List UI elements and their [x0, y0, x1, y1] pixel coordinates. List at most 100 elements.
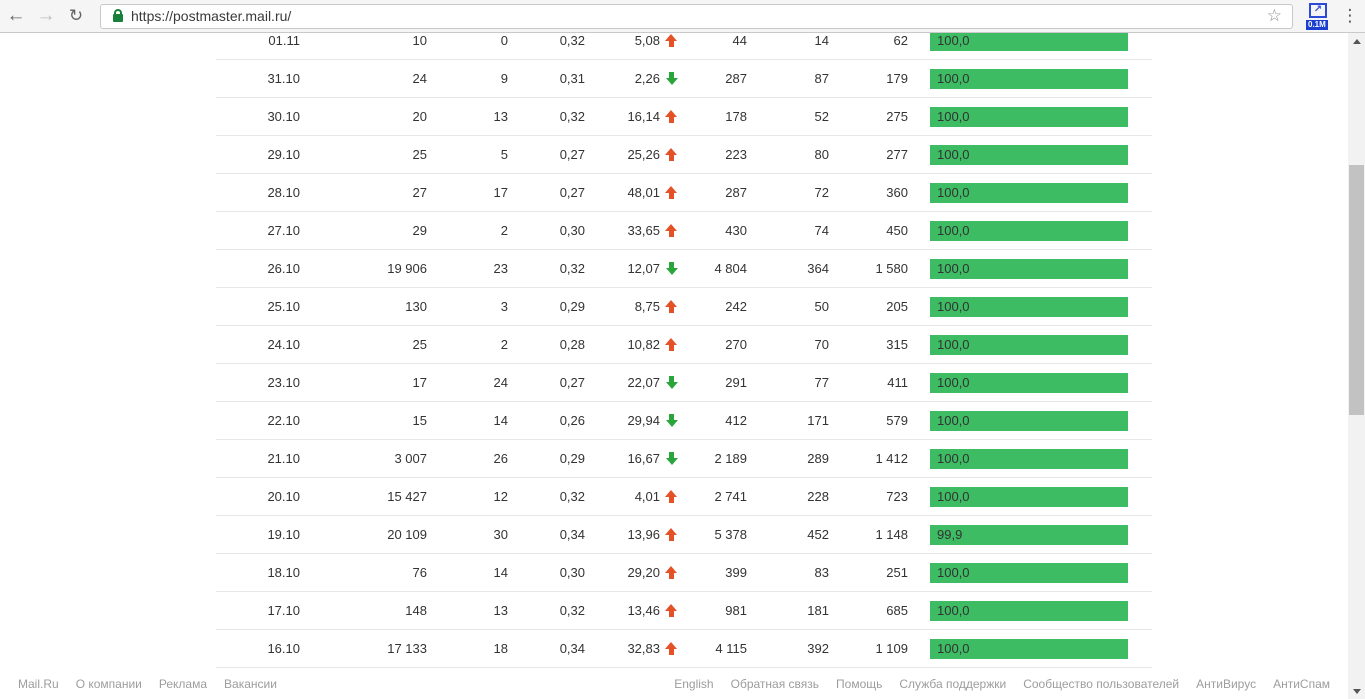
footer-link[interactable]: Mail.Ru: [18, 677, 59, 691]
delivery-bar: 100,0: [930, 372, 1128, 393]
cell-value: 23: [427, 249, 508, 288]
footer-link[interactable]: Реклама: [158, 677, 208, 691]
bookmark-star-icon[interactable]: ☆: [1266, 6, 1282, 25]
cell-delivery-bar: 100,0: [908, 33, 1152, 60]
cell-date: 19.10: [216, 515, 300, 554]
footer-left-links: Mail.Ru О компании Реклама Вакансии: [18, 677, 277, 691]
trend-up-icon: [665, 224, 678, 237]
cell-value: 77: [747, 363, 829, 402]
scrollbar-down-icon[interactable]: [1348, 683, 1365, 699]
cell-value: 25: [300, 325, 427, 364]
cell-value: 0,30: [508, 211, 585, 250]
cell-value: 289: [747, 439, 829, 478]
cell-value: 17: [427, 173, 508, 212]
footer-link[interactable]: АнтиВирус: [1196, 677, 1257, 691]
url-bar[interactable]: https://postmaster.mail.ru/ ☆: [100, 3, 1293, 29]
footer-link[interactable]: АнтиСпам: [1273, 677, 1330, 691]
cell-value: 452: [747, 515, 829, 554]
delivery-bar: 100,0: [930, 68, 1128, 89]
cell-value: 275: [829, 97, 908, 136]
back-icon[interactable]: ←: [6, 5, 26, 26]
scrollbar-thumb[interactable]: [1349, 165, 1364, 415]
trend-down-icon: [665, 452, 678, 465]
trend-up-icon: [665, 604, 678, 617]
table-row: 20.10 15 427 12 0,32 4,01 2 741 228 723 100,0: [216, 477, 1152, 516]
cell-trend: 10,82: [585, 325, 678, 364]
delivery-bar-track: 100,0: [930, 638, 1128, 659]
cell-trend: 13,96: [585, 515, 678, 554]
extension-badge: 0.1M: [1306, 20, 1328, 30]
cell-delivery-bar: 100,0: [908, 97, 1152, 136]
url-text: https://postmaster.mail.ru/: [131, 8, 292, 24]
footer-link[interactable]: Сообщество пользователей: [1023, 677, 1180, 691]
cell-trend: 48,01: [585, 173, 678, 212]
delivery-bar-track: 100,0: [930, 334, 1128, 355]
delivery-bar-track: 100,0: [930, 220, 1128, 241]
scrollbar-up-icon[interactable]: [1348, 33, 1365, 49]
cell-trend: 16,67: [585, 439, 678, 478]
cell-trend: 4,01: [585, 477, 678, 516]
delivery-bar-track: 100,0: [930, 448, 1128, 469]
delivery-bar-track: 99,9: [930, 524, 1128, 545]
cell-date: 01.11: [216, 33, 300, 60]
cell-trend: 16,14: [585, 97, 678, 136]
footer-link[interactable]: Вакансии: [224, 677, 277, 691]
cell-value: 171: [747, 401, 829, 440]
delivery-bar: 100,0: [930, 486, 1128, 507]
cell-value: 15: [300, 401, 427, 440]
footer-link[interactable]: О компании: [75, 677, 142, 691]
cell-value: 2 189: [678, 439, 747, 478]
forward-icon[interactable]: →: [36, 5, 56, 26]
scrollbar[interactable]: [1348, 33, 1365, 699]
cell-value: 9: [427, 59, 508, 98]
cell-delivery-bar: 100,0: [908, 211, 1152, 250]
cell-delivery-bar: 100,0: [908, 325, 1152, 364]
delivery-bar: 100,0: [930, 638, 1128, 659]
cell-value: 0,27: [508, 135, 585, 174]
stats-table: 01.11 10 0 0,32 5,08 44 14 62 100,0 31.10 24 9 0,31 2…: [216, 33, 1152, 668]
footer-link[interactable]: Обратная связь: [730, 677, 820, 691]
cell-value: 19 906: [300, 249, 427, 288]
delivery-bar: 100,0: [930, 106, 1128, 127]
cell-value: 0,27: [508, 173, 585, 212]
cell-date: 25.10: [216, 287, 300, 326]
cell-trend: 29,20: [585, 553, 678, 592]
table-row: 22.10 15 14 0,26 29,94 412 171 579 100,0: [216, 401, 1152, 440]
cell-date: 29.10: [216, 135, 300, 174]
trend-up-icon: [665, 300, 678, 313]
cell-value: 412: [678, 401, 747, 440]
footer-link[interactable]: Помощь: [836, 677, 883, 691]
trend-up-icon: [665, 490, 678, 503]
cell-trend: 13,46: [585, 591, 678, 630]
cell-value: 392: [747, 629, 829, 668]
cell-value: 30: [427, 515, 508, 554]
cell-delivery-bar: 100,0: [908, 173, 1152, 212]
cell-value: 579: [829, 401, 908, 440]
cell-delivery-bar: 100,0: [908, 477, 1152, 516]
table-row: 18.10 76 14 0,30 29,20 399 83 251 100,0: [216, 553, 1152, 592]
cell-value: 1 580: [829, 249, 908, 288]
extension-counter-icon[interactable]: ↗ 0.1M: [1305, 1, 1331, 31]
browser-menu-icon[interactable]: ⋮: [1341, 6, 1359, 25]
cell-date: 24.10: [216, 325, 300, 364]
delivery-bar-track: 100,0: [930, 600, 1128, 621]
cell-value: 0,32: [508, 97, 585, 136]
cell-value: 70: [747, 325, 829, 364]
reload-icon[interactable]: ↻: [68, 6, 84, 25]
cell-value: 24: [300, 59, 427, 98]
cell-value: 1 148: [829, 515, 908, 554]
browser-toolbar: ← → ↻ https://postmaster.mail.ru/ ☆ ↗ 0.…: [0, 0, 1365, 33]
table-row: 21.10 3 007 26 0,29 16,67 2 189 289 1 412 100,0: [216, 439, 1152, 478]
footer-link[interactable]: Служба поддержки: [899, 677, 1007, 691]
footer-link[interactable]: English: [674, 677, 714, 691]
delivery-bar-track: 100,0: [930, 68, 1128, 89]
cell-value: 0,32: [508, 33, 585, 60]
delivery-bar: 100,0: [930, 448, 1128, 469]
trend-down-icon: [665, 72, 678, 85]
cell-trend: 12,07: [585, 249, 678, 288]
cell-value: 223: [678, 135, 747, 174]
cell-value: 62: [829, 33, 908, 60]
cell-date: 20.10: [216, 477, 300, 516]
cell-value: 4 115: [678, 629, 747, 668]
cell-value: 0,27: [508, 363, 585, 402]
